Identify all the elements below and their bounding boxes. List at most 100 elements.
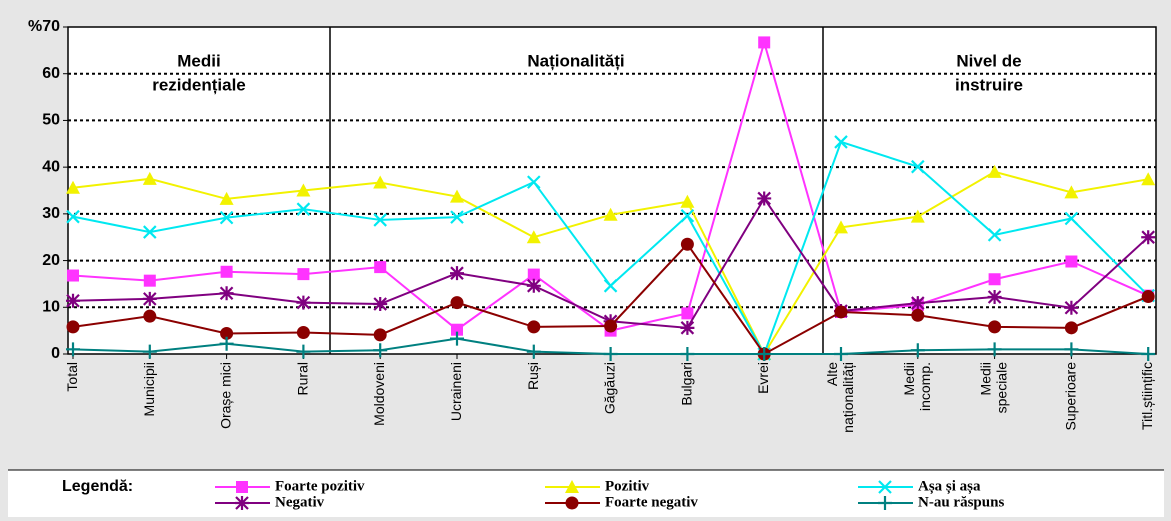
marker [878, 480, 892, 494]
marker [910, 296, 925, 311]
marker [910, 209, 925, 223]
legend-label: Foarte negativ [605, 494, 698, 510]
legend-label: Pozitiv [605, 478, 650, 494]
x-tick-label: Orașe mici [217, 362, 233, 429]
x-tick-label: Găgăuzi [601, 362, 617, 414]
series [66, 237, 1155, 361]
marker [834, 135, 848, 149]
x-tick-label: Altenaționalități [824, 362, 856, 433]
marker [834, 220, 848, 234]
y-tick-label: 60 [42, 65, 60, 82]
x-tick-label: Titl.științific [1139, 362, 1155, 430]
x-tick-label: Mediiincomp. [901, 362, 933, 411]
marker [988, 273, 1001, 286]
section-label: rezidențiale [152, 75, 246, 94]
marker [296, 295, 311, 310]
marker [373, 328, 387, 342]
x-tick-label: Municipii [141, 362, 157, 416]
marker [681, 307, 694, 320]
marker [220, 265, 233, 278]
marker [565, 496, 579, 510]
marker [451, 323, 463, 336]
marker [911, 159, 925, 174]
marker [680, 208, 695, 223]
x-tick-label: Total [64, 362, 80, 392]
marker [1064, 211, 1079, 226]
marker [1141, 172, 1156, 186]
marker [143, 309, 157, 323]
marker [236, 481, 248, 493]
marker [680, 194, 695, 208]
marker [603, 207, 618, 221]
marker [142, 291, 157, 306]
legend-label: Foarte pozitiv [275, 478, 365, 494]
marker [143, 225, 157, 239]
marker [1141, 290, 1155, 304]
x-tick-label: Bulgari [678, 362, 694, 406]
marker [66, 320, 80, 334]
marker [1064, 342, 1079, 357]
marker [450, 210, 464, 224]
marker [1064, 185, 1079, 199]
section-label: Medii [177, 51, 220, 70]
marker [911, 308, 925, 322]
x-tick-label: Evrei [755, 362, 771, 394]
section-label: Naționalități [527, 51, 624, 70]
x-tick-label: Ucraineni [448, 362, 464, 421]
y-tick-label: 40 [42, 158, 60, 175]
legend-title: Legendă: [62, 478, 133, 495]
y-tick-label: 10 [42, 299, 60, 316]
marker [987, 228, 1002, 242]
marker [987, 290, 1002, 305]
marker [526, 230, 541, 244]
marker [603, 347, 618, 361]
marker [526, 344, 541, 359]
marker [219, 336, 234, 351]
marker [373, 297, 388, 312]
marker [296, 202, 311, 216]
marker [988, 320, 1002, 334]
marker [450, 296, 464, 310]
marker [527, 268, 540, 281]
marker [603, 279, 618, 293]
marker [67, 269, 79, 282]
marker [66, 180, 80, 194]
marker [296, 326, 310, 340]
marker [834, 347, 848, 361]
marker [565, 480, 579, 493]
y-tick-label: 50 [42, 112, 60, 129]
marker [296, 344, 311, 359]
marker [143, 274, 156, 287]
marker [757, 191, 772, 206]
legend-label: Negativ [275, 494, 325, 510]
marker [757, 347, 772, 361]
y-tick-label: 0 [51, 345, 60, 362]
marker [527, 175, 541, 189]
legend-label: N-au răspuns [918, 494, 1004, 510]
x-tick-label: Moldoveni [371, 362, 387, 426]
marker [604, 319, 618, 333]
marker [142, 171, 157, 185]
marker [910, 343, 925, 358]
marker [1141, 230, 1156, 245]
marker [66, 209, 80, 224]
marker [66, 342, 80, 357]
x-tick-label: Ruși [525, 362, 541, 390]
y-tick-label: 20 [42, 252, 60, 269]
marker [680, 237, 694, 251]
y-tick-label: 30 [42, 205, 60, 222]
series [66, 164, 1156, 360]
marker [1064, 321, 1078, 335]
x-tick-label: Superioare [1062, 362, 1078, 431]
marker [373, 343, 388, 358]
marker [834, 305, 848, 319]
marker [526, 278, 541, 293]
legend-label: Așa și așa [918, 478, 981, 494]
marker [878, 496, 892, 510]
marker [235, 496, 249, 510]
marker [987, 342, 1002, 357]
marker [680, 347, 695, 361]
marker [987, 164, 1002, 178]
section-label: instruire [955, 75, 1023, 94]
